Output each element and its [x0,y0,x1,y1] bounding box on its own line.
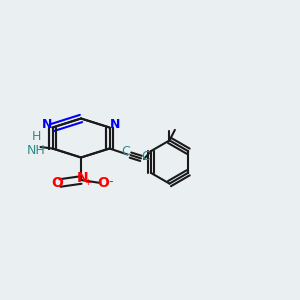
Text: H: H [31,130,41,143]
Text: O: O [51,176,63,190]
Text: N: N [77,172,88,185]
Text: N: N [110,118,120,131]
Text: NH: NH [27,143,45,157]
Text: -: - [109,175,113,188]
Text: O: O [98,176,110,190]
Text: C: C [122,145,130,158]
Text: C: C [141,149,150,163]
Text: +: + [84,178,91,187]
Text: N: N [42,118,52,131]
